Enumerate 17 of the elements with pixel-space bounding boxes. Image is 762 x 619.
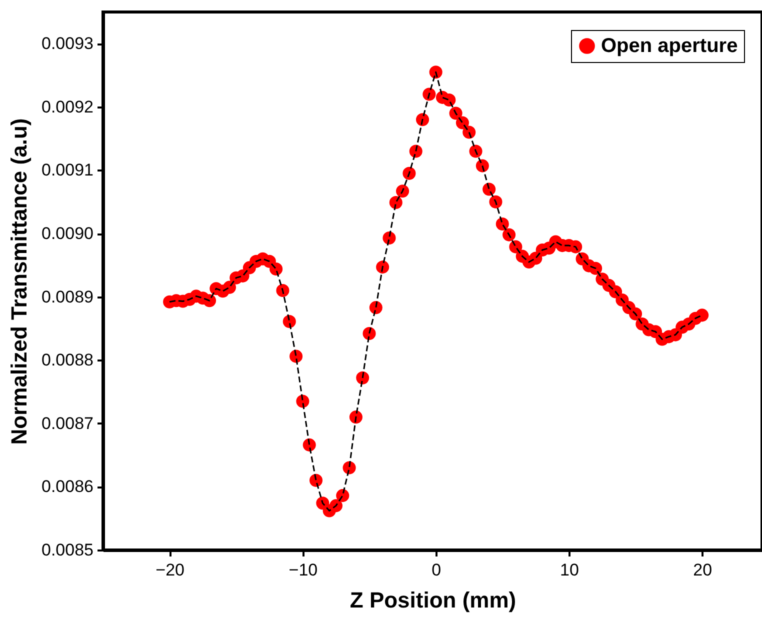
- x-tick-label: −20: [156, 560, 184, 580]
- y-tick-label: 0.0092: [42, 97, 94, 116]
- x-axis-title: Z Position (mm): [350, 588, 516, 612]
- x-tick-label: 10: [560, 560, 579, 580]
- x-tick-label: −10: [288, 560, 318, 580]
- x-tick-label: 0: [432, 560, 442, 580]
- y-tick-label: 0.0091: [42, 160, 94, 180]
- y-axis-title: Normalized Transmittance (a.u): [6, 118, 32, 445]
- y-tick-label: 0.0093: [42, 34, 94, 54]
- legend-label: Open aperture: [601, 35, 738, 57]
- y-tick-label: 0.0085: [42, 540, 94, 560]
- y-tick-label: 0.0090: [42, 224, 94, 244]
- y-tick-label: 0.0087: [42, 414, 94, 433]
- y-tick-label: 0.0089: [42, 287, 94, 306]
- x-tick-label: 20: [693, 560, 712, 580]
- y-tick-label: 0.0086: [42, 477, 94, 496]
- y-tick-label: 0.0088: [42, 350, 94, 370]
